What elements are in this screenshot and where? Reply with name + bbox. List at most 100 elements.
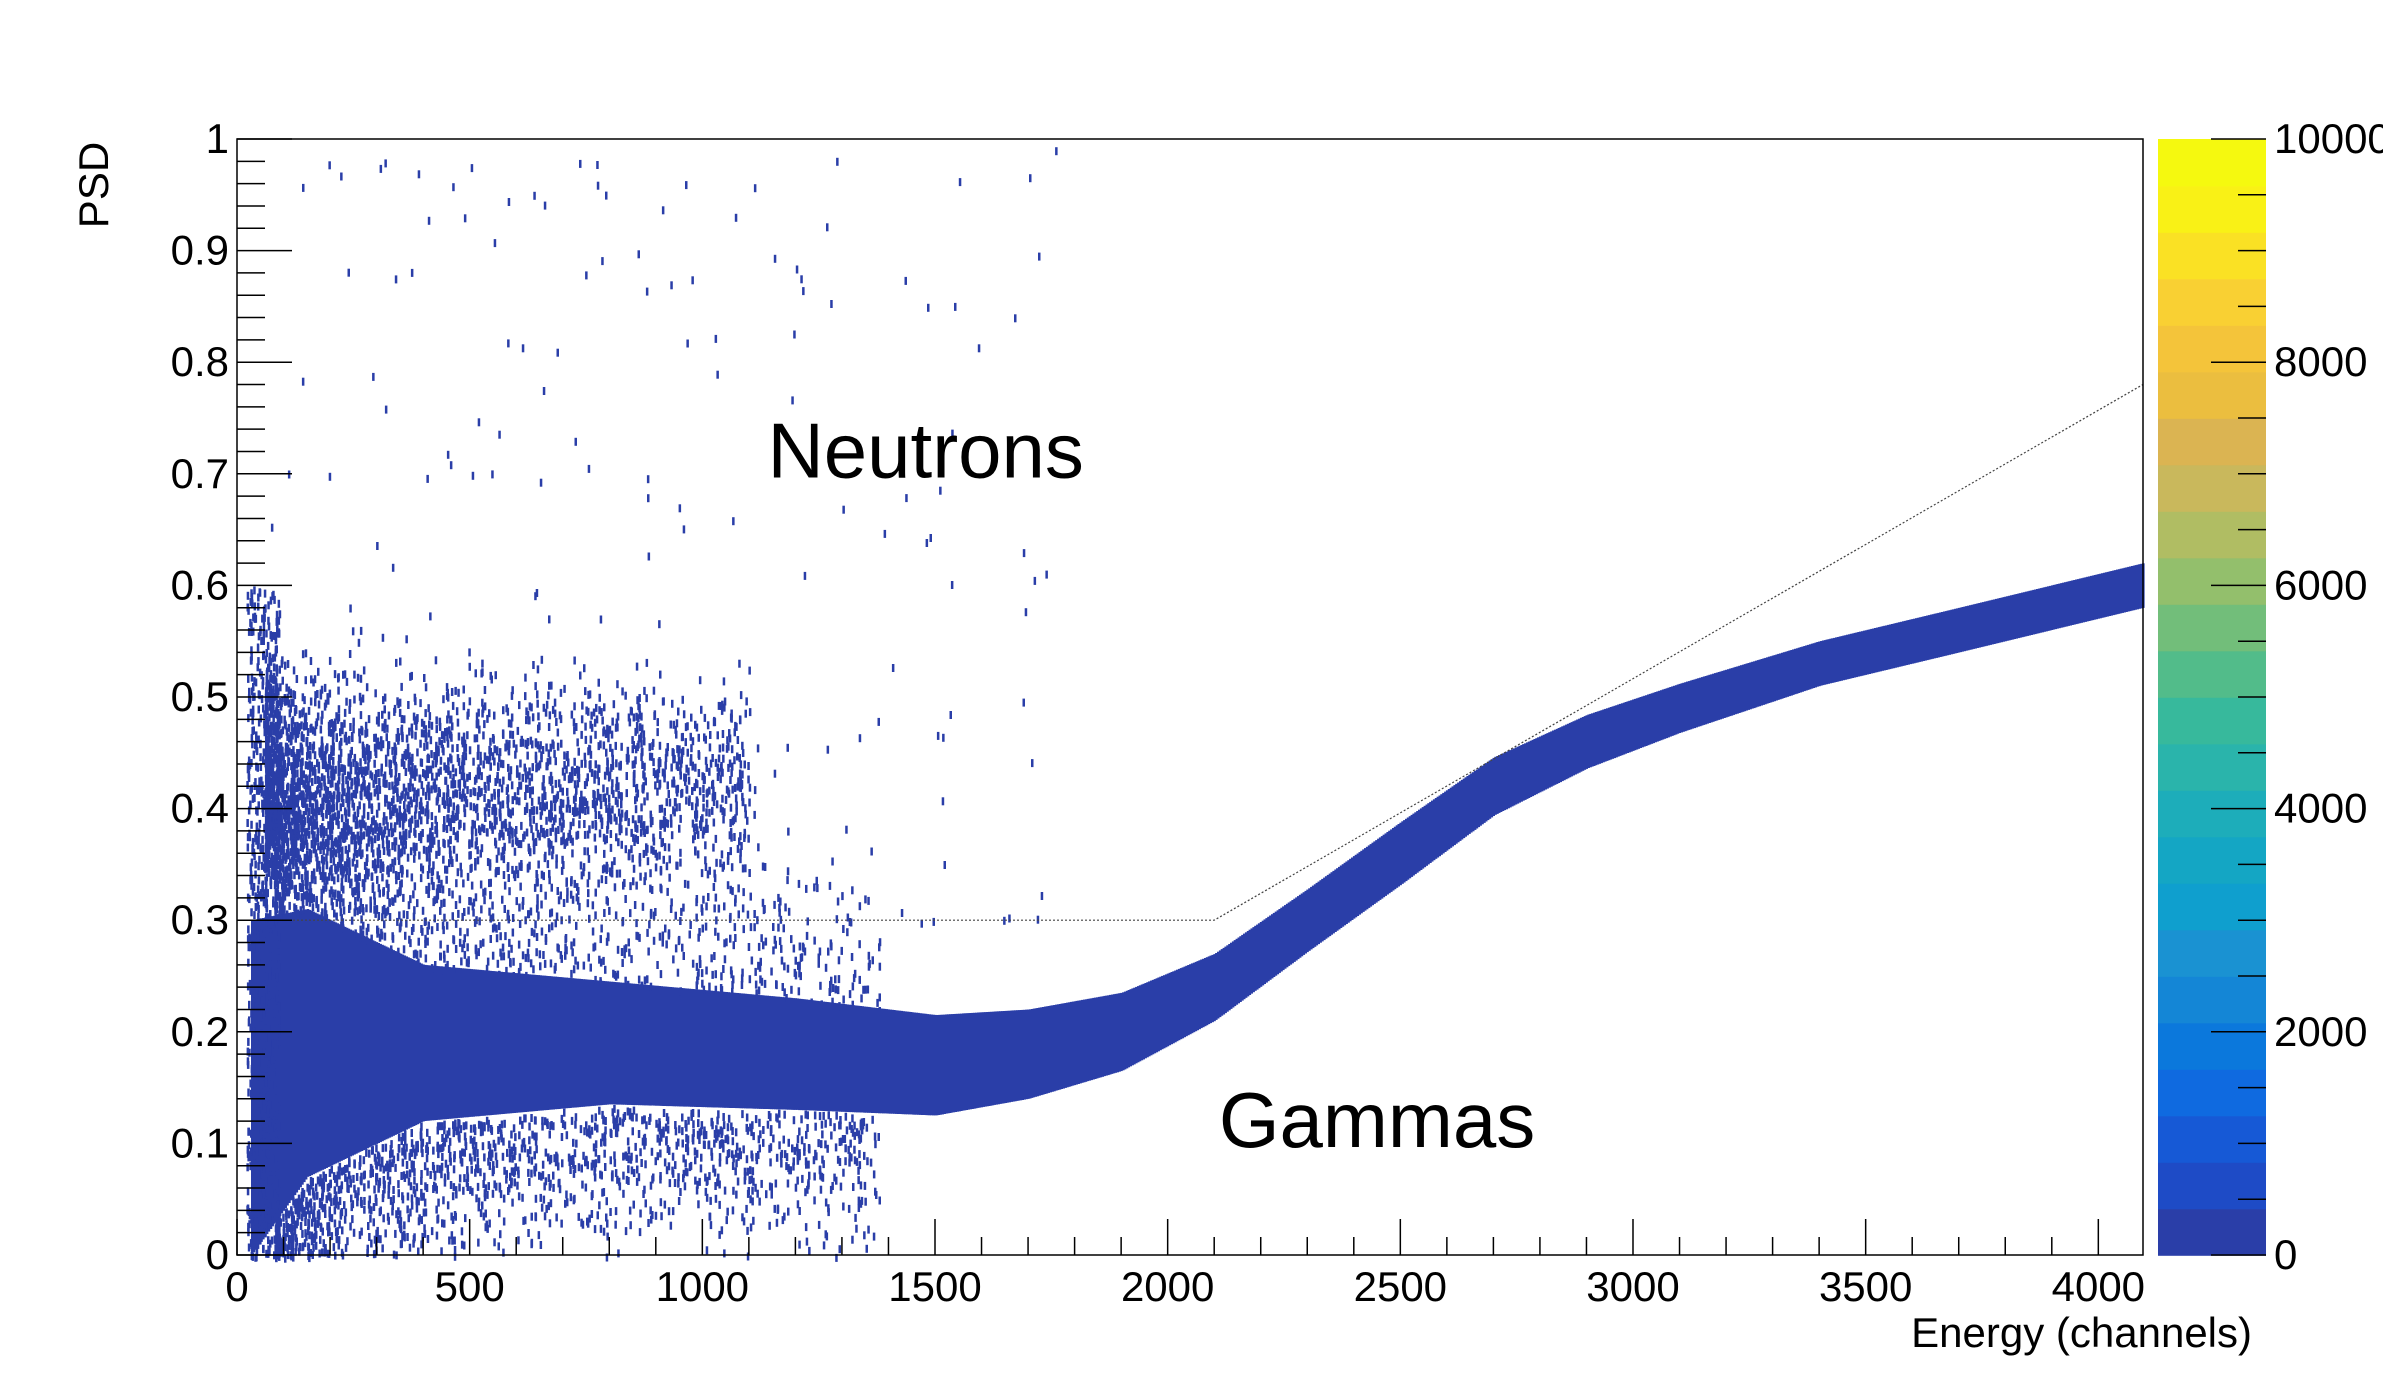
- halo-event: [424, 940, 427, 948]
- gamma-band-column: [1516, 746, 1520, 804]
- halo-event: [304, 1218, 307, 1226]
- gamma-band-column: [1352, 856, 1356, 919]
- halo-event: [534, 1137, 538, 1146]
- gamma-band-column: [336, 923, 340, 1163]
- halo-event: [772, 946, 775, 955]
- halo-event: [824, 1119, 827, 1128]
- neutron-event: [476, 846, 479, 855]
- halo-event: [440, 1247, 443, 1256]
- halo-event: [528, 1178, 531, 1186]
- gamma-band-column: [1989, 600, 1992, 645]
- neutron-event: [363, 861, 367, 870]
- neutron-event: [454, 789, 457, 798]
- neutron-event: [608, 771, 612, 780]
- halo-event: [326, 1222, 329, 1231]
- halo-event: [286, 865, 289, 874]
- gamma-band-column: [412, 959, 416, 1126]
- neutron-event: [308, 774, 311, 783]
- gamma-band-column: [548, 976, 552, 1110]
- neutron-event: [548, 809, 551, 818]
- gamma-band-column: [1583, 716, 1587, 770]
- halo-event: [459, 1125, 463, 1134]
- halo-event: [828, 881, 832, 890]
- gamma-band-column: [425, 965, 429, 1121]
- halo-event: [572, 965, 576, 974]
- gamma-band-column: [431, 965, 434, 1121]
- halo-event: [348, 1159, 351, 1168]
- gamma-band-column: [1931, 614, 1935, 659]
- gamma-band-column: [1955, 608, 1959, 653]
- halo-event: [540, 927, 544, 936]
- gamma-band-column: [1898, 622, 1901, 667]
- halo-event: [566, 894, 569, 903]
- gamma-band-column: [2021, 592, 2024, 638]
- neutron-event: [327, 776, 330, 785]
- gamma-band-column: [1170, 972, 1173, 1045]
- halo-event: [773, 900, 776, 909]
- neutron-event: [640, 815, 643, 824]
- halo-event: [695, 1149, 699, 1158]
- halo-event: [358, 1231, 362, 1240]
- gamma-band-column: [902, 1011, 905, 1115]
- halo-event: [626, 1137, 630, 1146]
- neutron-event: [469, 802, 472, 811]
- halo-event: [602, 1227, 606, 1236]
- gamma-band-column: [318, 914, 321, 1172]
- gamma-band-column: [433, 965, 436, 1121]
- gamma-band-column: [1252, 927, 1255, 993]
- halo-event: [639, 872, 642, 881]
- halo-event: [572, 1161, 575, 1170]
- halo-event: [367, 1200, 371, 1209]
- gamma-band-column: [513, 973, 516, 1113]
- neutron-event: [600, 875, 604, 884]
- gamma-band-column: [1747, 663, 1750, 710]
- neutron-event: [366, 752, 370, 761]
- neutron-event: [337, 810, 341, 819]
- halo-event: [703, 1126, 706, 1135]
- neutron-event: [308, 785, 312, 794]
- halo-event: [869, 1158, 873, 1167]
- gamma-band-column: [429, 965, 433, 1121]
- neutron-event: [529, 818, 532, 827]
- halo-event: [491, 913, 495, 922]
- neutron-event: [738, 754, 741, 762]
- halo-event: [734, 1149, 738, 1158]
- halo-event: [464, 1138, 467, 1146]
- halo-event: [591, 901, 595, 910]
- neutron-event: [330, 752, 333, 761]
- neutron-event: [355, 859, 359, 868]
- halo-event: [851, 1235, 854, 1244]
- halo-event: [571, 948, 574, 957]
- halo-event: [445, 1134, 448, 1143]
- gamma-band-column: [1196, 961, 1199, 1031]
- gamma-band-column: [1903, 620, 1907, 666]
- neutron-event: [283, 661, 287, 670]
- gamma-band-column: [1211, 954, 1214, 1023]
- gamma-band-column: [506, 972, 509, 1114]
- halo-event: [436, 1164, 439, 1173]
- neutron-event: [666, 819, 670, 828]
- neutron-event: [419, 835, 423, 844]
- halo-event: [408, 1152, 411, 1161]
- neutron-event: [482, 824, 486, 833]
- halo-event: [530, 927, 534, 936]
- halo-event: [643, 1141, 646, 1150]
- halo-event: [296, 909, 300, 918]
- neutron-event: [405, 734, 409, 743]
- halo-event: [400, 1137, 403, 1145]
- gamma-band-column: [1887, 624, 1890, 670]
- halo-event: [561, 1120, 565, 1128]
- neutron-event: [643, 762, 646, 771]
- neutron-event: [373, 862, 376, 871]
- halo-event: [585, 1121, 588, 1130]
- halo-event: [666, 1145, 670, 1154]
- gamma-band-column: [1619, 703, 1622, 756]
- gamma-band-column: [1846, 634, 1849, 680]
- gamma-band-column: [759, 995, 762, 1109]
- neutron-event: [632, 741, 635, 749]
- halo-event: [572, 1138, 575, 1147]
- neutron-event: [662, 855, 665, 864]
- neutron-event: [597, 764, 600, 773]
- gamma-band-column: [1120, 992, 1123, 1072]
- halo-event: [326, 1183, 330, 1192]
